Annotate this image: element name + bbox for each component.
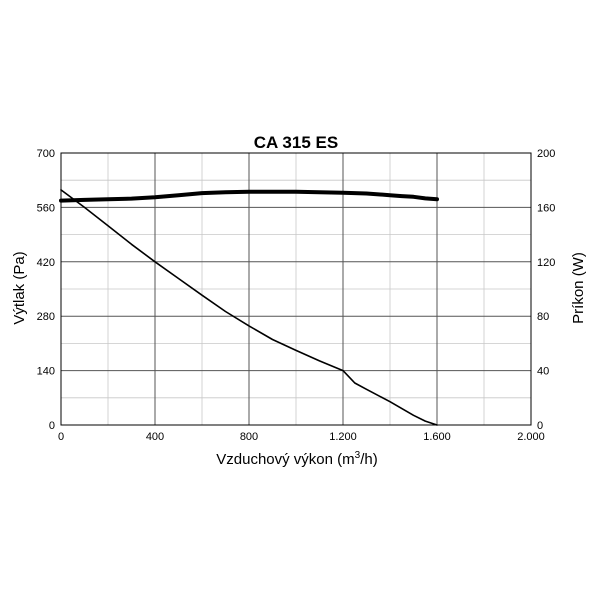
chart-title: CA 315 ES	[254, 133, 338, 152]
y-axis-right-title: Príkon (W)	[570, 252, 587, 324]
tick-labels: 0 400 800 1.200 1.600 2.000014028042056070004…	[37, 148, 556, 443]
series-layer	[59, 189, 439, 426]
y-right-tick-label: 120	[537, 257, 555, 269]
x-tick-label: 800	[240, 431, 258, 443]
x-tick-label: 0	[58, 431, 64, 443]
y-left-tick-label: 700	[37, 148, 55, 160]
y-left-tick-label: 280	[37, 311, 55, 323]
y-left-tick-label: 420	[37, 257, 55, 269]
y-axis-left-title: Výtlak (Pa)	[11, 251, 28, 324]
x-tick-label: 1.200	[329, 431, 357, 443]
series-line-prikon	[59, 189, 439, 203]
y-right-tick-label: 200	[537, 148, 555, 160]
x-tick-label: 2.000	[517, 431, 545, 443]
y-left-tick-label: 0	[49, 420, 55, 432]
series-line-vytlak	[60, 189, 438, 426]
y-right-tick-label: 0	[537, 420, 543, 432]
y-right-tick-label: 80	[537, 311, 549, 323]
y-right-tick-label: 40	[537, 366, 549, 378]
x-axis-title: Vzduchový výkon (m3/h)	[216, 450, 377, 468]
y-left-tick-label: 560	[37, 202, 55, 214]
x-tick-label: 1.600	[423, 431, 451, 443]
x-tick-label: 400	[146, 431, 164, 443]
y-right-tick-label: 160	[537, 202, 555, 214]
plot-frame	[60, 152, 532, 426]
y-left-tick-label: 140	[37, 366, 55, 378]
